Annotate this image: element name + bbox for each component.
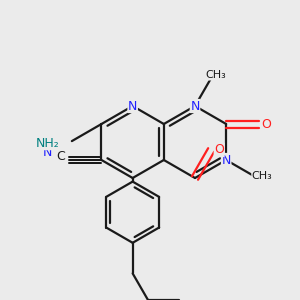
Text: CH₃: CH₃ <box>206 70 226 80</box>
Text: N: N <box>190 100 200 112</box>
Text: O: O <box>214 143 224 156</box>
Text: N: N <box>42 146 52 158</box>
Text: N: N <box>128 100 137 112</box>
Text: N: N <box>221 154 231 166</box>
Text: C: C <box>57 151 65 164</box>
Text: CH₃: CH₃ <box>252 171 273 181</box>
Text: NH₂: NH₂ <box>36 136 60 150</box>
Text: O: O <box>262 118 272 130</box>
